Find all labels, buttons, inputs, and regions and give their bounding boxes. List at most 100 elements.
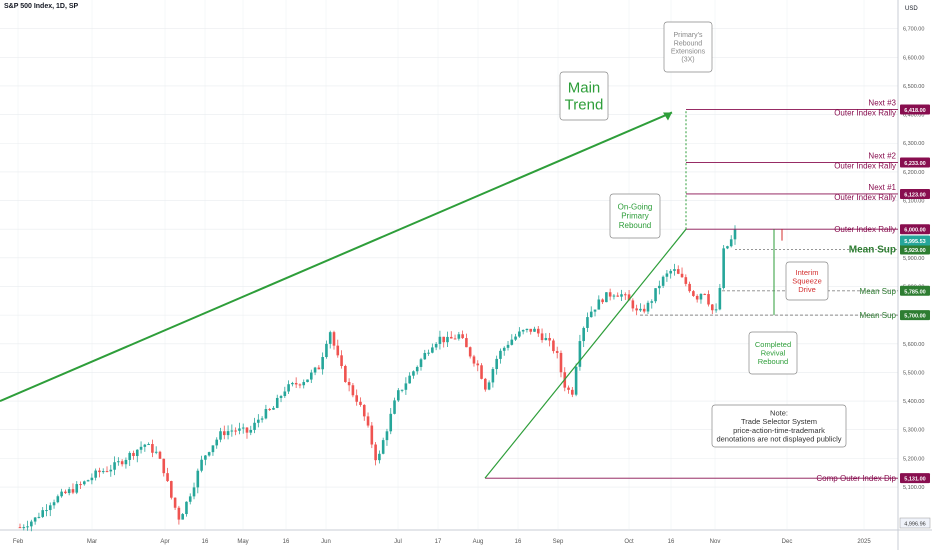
x-tick-label: 16 [202,539,209,545]
candle-body [661,276,665,286]
candle-body [510,339,514,345]
candle-body [548,337,551,341]
price-tag [900,285,930,296]
note-box-text: price-action-time-trademark [733,426,825,435]
x-tick-label: 16 [515,539,522,545]
candle-body [673,269,676,271]
candle-body [578,341,582,367]
interim-callout [785,261,829,301]
candle-body [211,445,215,453]
candle-body [313,367,317,373]
candle-body [449,336,453,339]
candle-body [94,470,97,478]
candle-body [431,347,434,353]
candle-body [699,293,703,300]
candle-body [170,481,173,498]
interim-callout-text: Interim [796,268,819,277]
x-tick-label: Nov [710,539,721,545]
candle-body [397,390,400,401]
bottom-price-label: 4,996.96 [904,522,925,528]
level-label: Mean Sup [860,287,897,296]
candle-body [393,400,396,414]
candle-body [642,308,646,312]
candle-body [328,332,332,344]
candle-body [37,516,41,518]
candle-body [260,418,264,420]
y-tick-label: 5,900.00 [903,256,924,262]
candle-body [359,401,362,405]
candle-body [646,302,650,312]
candle-body [196,470,200,488]
candle-body [468,347,472,357]
candle-body [412,371,415,376]
price-tag-label: 6,418.00 [904,108,925,114]
candle-body [703,293,707,295]
last-price-tag [900,235,930,246]
candle-body [283,391,287,397]
candle-body [79,484,82,486]
candle-body [423,352,427,360]
candle-body [574,366,578,395]
interim-callout-text: Drive [798,285,816,294]
candle-body [654,288,657,302]
level-label: Mean Sup [849,245,896,256]
candle-body [257,419,260,423]
candle-body [639,308,642,311]
primary-rebound-callout-text: Primary [621,212,649,221]
candle-body [166,473,169,482]
price-tag-label: 6,123.00 [904,192,925,198]
trend-arrowhead [663,112,672,121]
candle-body [514,336,517,340]
candle-body [275,397,279,408]
candle-body [620,294,623,297]
price-tag [900,224,930,235]
candle-body [650,301,654,303]
candle-body [351,385,355,396]
extensions-callout-text: Primary's [674,32,703,39]
candle-body [117,461,120,463]
candle-body [476,363,480,366]
x-tick-label: 16 [283,539,290,545]
candle-body [60,491,63,497]
candle-body [571,389,574,395]
candle-body [192,487,196,497]
extensions-callout-text: Rebound [674,40,703,47]
level-label-top: Next #2 [868,151,896,160]
candle-body [204,455,207,460]
candle-body [453,338,457,340]
candle-body [540,333,544,341]
level-label: Mean Sup [860,311,897,320]
candle-body [726,246,729,249]
candle-body [529,328,533,332]
level-label: Comp Outer Index Dip [816,474,896,483]
candle-body [230,430,234,432]
candle-body [605,292,608,303]
candle-body [325,343,328,358]
candle-body [533,328,536,332]
y-tick-label: 6,400.00 [903,113,924,119]
candle-body [173,497,177,508]
candle-body [48,505,52,511]
y-tick-label: 5,300.00 [903,428,924,434]
bottom-price-tag [899,517,931,529]
extensions-callout-text: Extensions [671,48,706,55]
symbol-title: S&P 500 Index, 1D, SP [4,3,79,10]
candle-body [589,311,593,318]
candle-body [665,273,669,277]
primary-rebound-callout-text: On-Going [618,202,653,211]
candle-body [385,431,389,441]
candle-body [287,384,290,392]
price-tag [900,157,930,168]
candle-body [415,366,419,372]
x-tick-label: Sep [553,539,564,545]
candle-body [480,365,483,379]
x-tick-label: Jul [394,539,402,545]
price-tag [900,244,930,255]
candle-body [461,334,464,339]
candle-body [241,427,245,429]
note-box-text: Note: [770,409,788,418]
candle-body [26,526,29,528]
price-tag [900,310,930,321]
y-tick-label: 6,300.00 [903,141,924,147]
